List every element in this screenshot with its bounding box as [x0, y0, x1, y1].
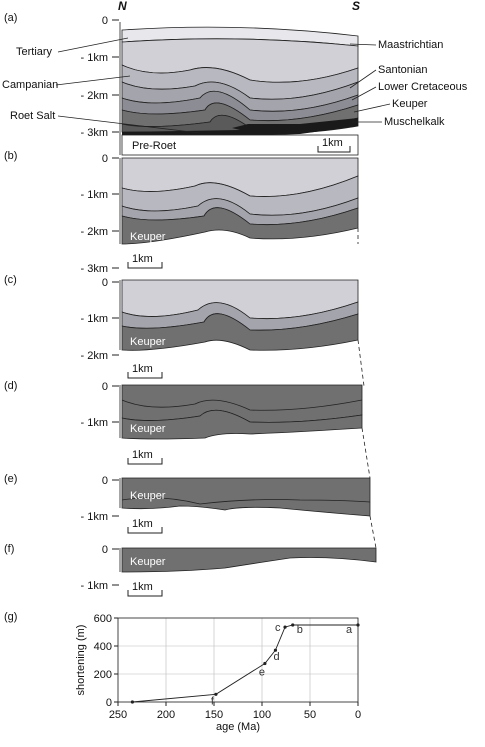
panel-b-tick-1: - 1km — [81, 189, 109, 201]
data-point — [214, 692, 218, 696]
panel-e-keuper-layer — [121, 477, 371, 517]
chart-grid — [117, 617, 359, 703]
panel-d-keuper-layer — [121, 409, 363, 440]
panel-b-tick-0: 0 — [102, 153, 108, 165]
chart-y-ticks: 0 200 400 600 — [94, 613, 118, 709]
panel-f-depth-axis: 0 - 1km — [81, 544, 119, 592]
x-tick-label: 200 — [157, 709, 175, 721]
x-tick-label: 150 — [205, 709, 223, 721]
panel-f-tick-1: - 1km — [81, 580, 109, 592]
data-point — [291, 623, 295, 627]
panel-f-keuper-label: Keuper — [130, 556, 166, 568]
panel-e-tick-1: - 1km — [81, 511, 109, 523]
data-point — [273, 648, 278, 652]
panel-c-tick-1: - 1km — [81, 313, 109, 325]
data-point-label: c — [275, 622, 281, 634]
panel-b-scale: 1km — [132, 253, 153, 265]
muschelkalk-label: Muschelkalk — [384, 116, 445, 128]
panel-a-tick-2: - 2km — [81, 90, 109, 102]
keuper-label-right: Keuper — [392, 98, 428, 110]
panel-d-keuper-label: Keuper — [130, 423, 166, 435]
panel-a-tick-0: 0 — [102, 15, 108, 27]
x-tick-label: 250 — [109, 709, 127, 721]
shortening-chart: (g) 250 200 150 100 50 0 0 200 400 600 f ed c b a ag… — [4, 611, 361, 733]
panel-d-scale: 1km — [132, 449, 153, 461]
campanian-label: Campanian — [2, 79, 58, 91]
data-point-label: e — [259, 667, 265, 679]
panel-a: (a) N S Pre-Roet 0 - 1km - 2km - 3km 1km… — [2, 0, 468, 156]
panel-c-label: (c) — [4, 274, 17, 286]
panel-d-upper-layer — [121, 384, 363, 423]
panel-b-keuper-label: Keuper — [130, 231, 166, 243]
panel-f-scale: 1km — [132, 581, 153, 593]
panel-a-scale: 1km — [322, 137, 343, 149]
panel-e-tick-0: 0 — [102, 475, 108, 487]
data-point — [130, 700, 134, 704]
shortening-series-points: f ed c b a — [130, 622, 360, 707]
panel-c-keuper-label: Keuper — [130, 336, 166, 348]
panel-d-depth-axis: 0 - 1km — [81, 381, 119, 429]
tertiary-label: Tertiary — [16, 46, 53, 58]
panel-b-tick-2: - 2km — [81, 226, 109, 238]
chart-panel-label: (g) — [4, 611, 17, 623]
north-label: N — [118, 0, 127, 13]
panel-c-depth-axis: 0 - 1km - 2km — [81, 277, 119, 362]
chart-y-label: shortening (m) — [75, 625, 87, 696]
panel-a-label: (a) — [4, 12, 17, 24]
panel-e-depth-axis: 0 - 1km — [81, 475, 119, 523]
panel-d-label: (d) — [4, 380, 17, 392]
panel-c: (c) Keuper 0 - 1km - 2km 1km — [4, 274, 359, 379]
panel-b: (b) Keuper 0 - 1km - 2km - 3km 1km — [4, 150, 359, 275]
data-point — [283, 625, 287, 629]
panel-f-tick-0: 0 — [102, 544, 108, 556]
chart-x-label: age (Ma) — [216, 721, 260, 733]
south-label: S — [352, 0, 360, 13]
data-point-label: b — [297, 624, 303, 636]
panel-connectors — [357, 228, 377, 549]
panel-b-label: (b) — [4, 150, 17, 162]
lower-cretaceous-label: Lower Cretaceous — [378, 81, 468, 93]
panel-e-keuper-label: Keuper — [130, 490, 166, 502]
panel-c-tick-0: 0 — [102, 277, 108, 289]
santonian-label: Santonian — [378, 64, 428, 76]
x-tick-label: 0 — [355, 709, 361, 721]
panel-d: (d) Keuper 0 - 1km 1km — [4, 380, 363, 465]
panel-c-scale: 1km — [132, 363, 153, 375]
panel-e-scale: 1km — [132, 518, 153, 530]
panel-e: (e) Keuper 0 - 1km 1km — [4, 473, 371, 534]
roet-salt-layer — [122, 118, 358, 136]
panel-f: (f) Keuper 0 - 1km 1km — [4, 543, 377, 597]
panel-f-label: (f) — [4, 543, 14, 555]
x-tick-label: 50 — [304, 709, 316, 721]
panel-b-depth-axis: 0 - 1km - 2km - 3km — [81, 153, 119, 275]
panel-d-tick-1: - 1km — [81, 417, 109, 429]
data-point — [356, 623, 360, 627]
panel-d-tick-0: 0 — [102, 381, 108, 393]
y-tick-label: 200 — [94, 669, 112, 681]
panel-b-tick-3: - 3km — [81, 263, 109, 275]
y-tick-label: 600 — [94, 613, 112, 625]
panel-a-tick-1: - 1km — [81, 52, 109, 64]
x-tick-label: 100 — [253, 709, 271, 721]
data-point-label: f — [211, 695, 215, 707]
pre-roet-area — [121, 134, 359, 156]
maastrichtian-label: Maastrichtian — [378, 39, 443, 51]
panel-a-tick-3: - 3km — [81, 127, 109, 139]
panel-e-label: (e) — [4, 473, 17, 485]
chart-plot-area — [117, 617, 359, 703]
pre-roet-label: Pre-Roet — [132, 140, 176, 152]
panel-f-keuper-layer — [121, 547, 377, 573]
y-tick-label: 0 — [106, 697, 112, 709]
data-point — [263, 661, 267, 666]
panel-c-tick-2: - 2km — [81, 350, 109, 362]
roet-salt-label: Roet Salt — [10, 110, 55, 122]
y-tick-label: 400 — [94, 641, 112, 653]
panel-a-depth-axis: 0 - 1km - 2km - 3km — [81, 15, 119, 139]
chart-x-ticks: 250 200 150 100 50 0 — [109, 702, 361, 721]
data-point-label: d — [273, 651, 279, 663]
data-point-label: a — [346, 624, 353, 636]
